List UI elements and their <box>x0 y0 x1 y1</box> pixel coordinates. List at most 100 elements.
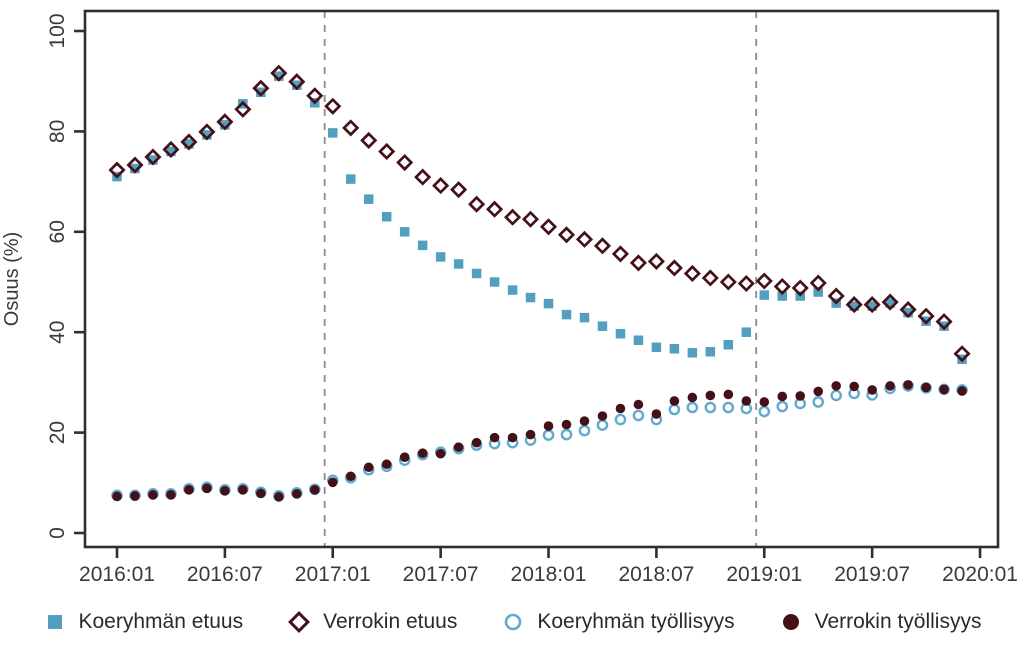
data-point <box>683 264 701 283</box>
data-point <box>597 321 608 331</box>
data-point <box>324 97 342 115</box>
data-point <box>270 64 288 82</box>
data-point <box>827 287 845 305</box>
data-point <box>108 161 126 179</box>
axes: 2016:01 2016:07 2017:01 2017:07 2018:01 2018:… <box>46 13 1018 586</box>
series-layer <box>108 64 971 502</box>
data-point <box>112 491 122 502</box>
data-point <box>381 211 392 222</box>
data-point <box>486 200 504 218</box>
data-point <box>180 133 198 151</box>
data-point <box>539 218 558 236</box>
data-point <box>867 301 877 311</box>
y-tick-label: 100 <box>46 13 69 48</box>
data-point <box>309 485 320 495</box>
series-open-diamond <box>108 64 971 363</box>
data-point <box>579 416 590 426</box>
data-point <box>453 259 464 269</box>
legend-label: Koeryhmän etuus <box>78 610 244 633</box>
data-point <box>471 437 482 448</box>
y-tick-label: 40 <box>46 321 69 344</box>
data-point <box>668 403 681 416</box>
legend: Koeryhmän etuus Verrokin etuus Koeryhmän… <box>0 600 1024 644</box>
data-point <box>615 328 626 339</box>
data-point <box>489 432 500 443</box>
data-point <box>669 396 680 406</box>
data-point <box>220 120 230 130</box>
data-point <box>489 277 500 287</box>
data-point <box>399 227 410 237</box>
data-point <box>939 321 949 331</box>
data-point <box>292 489 302 499</box>
y-axis-title: Osuus (%) <box>1 232 23 326</box>
data-point <box>755 272 773 290</box>
data-point <box>504 208 522 226</box>
data-point <box>939 384 949 395</box>
legend-item-koeryhman-tyollisyys: Koeryhmän työllisyys <box>501 610 735 634</box>
data-point <box>399 452 410 462</box>
data-point <box>417 448 428 458</box>
data-point <box>396 153 414 172</box>
data-point <box>144 148 162 166</box>
data-point <box>130 491 140 501</box>
data-point <box>597 411 608 421</box>
data-point <box>741 396 752 406</box>
data-point <box>705 347 716 357</box>
data-point <box>256 488 266 499</box>
data-point <box>432 177 450 195</box>
data-point <box>813 287 823 297</box>
data-point <box>723 340 734 350</box>
data-point <box>867 385 877 395</box>
data-point <box>417 240 428 251</box>
data-point <box>184 139 194 149</box>
data-point <box>328 128 338 138</box>
data-point <box>126 156 144 174</box>
data-point <box>184 485 194 495</box>
data-point <box>507 432 518 443</box>
data-point <box>687 392 698 403</box>
data-point <box>777 291 788 301</box>
data-point <box>629 254 647 272</box>
data-point <box>782 614 799 630</box>
y-tick-label: 20 <box>46 421 69 444</box>
data-point <box>202 130 212 140</box>
data-point <box>579 312 590 323</box>
data-point <box>216 113 234 131</box>
x-tick-label: 2016:01 <box>79 563 155 586</box>
data-point <box>921 382 931 393</box>
data-point <box>903 380 913 390</box>
data-point <box>809 274 827 292</box>
data-point <box>633 335 644 345</box>
data-point <box>849 381 859 392</box>
data-point <box>360 131 378 149</box>
data-point <box>525 292 536 303</box>
data-point <box>776 400 789 413</box>
plot-border <box>83 9 1000 549</box>
data-point <box>719 273 737 291</box>
legend-label: Koeryhmän työllisyys <box>537 610 735 633</box>
series-open-circle <box>111 380 968 502</box>
data-point <box>849 301 859 311</box>
data-point <box>543 298 554 309</box>
data-point <box>507 285 518 295</box>
data-point <box>614 413 627 426</box>
data-point <box>292 80 302 90</box>
x-tick-label: 2019:07 <box>834 563 910 586</box>
legend-item-koeryhman-etuus: Koeryhmän etuus <box>43 610 244 634</box>
data-point <box>759 397 770 407</box>
x-tick-label: 2017:01 <box>295 563 371 586</box>
data-point <box>148 490 158 500</box>
open-circle-icon <box>505 613 522 631</box>
legend-label: Verrokin etuus <box>323 610 458 633</box>
data-point <box>917 307 935 325</box>
data-point <box>342 119 360 137</box>
data-point <box>704 401 717 414</box>
data-point <box>47 615 62 629</box>
data-point <box>885 381 895 391</box>
data-point <box>378 142 396 161</box>
data-point <box>665 259 683 277</box>
data-point <box>813 386 824 397</box>
data-point <box>741 327 752 337</box>
data-point <box>450 181 468 199</box>
data-point <box>953 345 971 363</box>
